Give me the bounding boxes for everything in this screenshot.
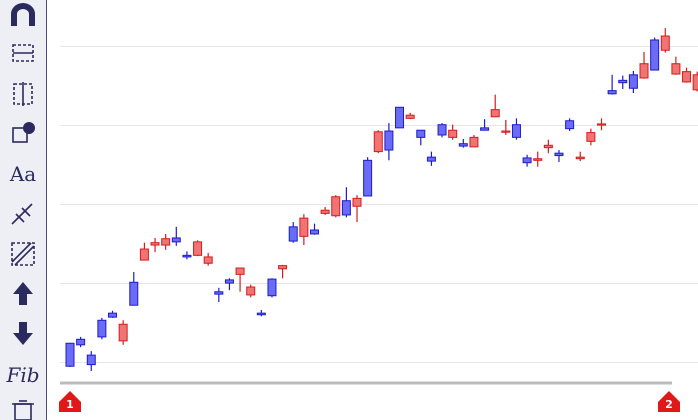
candle-body xyxy=(448,129,458,138)
arrow-down-tool[interactable] xyxy=(13,322,33,345)
candle-body xyxy=(352,197,362,207)
delete-tool[interactable] xyxy=(12,400,34,420)
candle-body xyxy=(320,209,330,214)
candle-body xyxy=(182,254,192,258)
channel-tool[interactable] xyxy=(11,242,35,266)
candle-body xyxy=(416,129,426,138)
candle-body xyxy=(480,127,490,131)
candle-body xyxy=(331,196,341,217)
candle-body xyxy=(437,124,447,136)
candle-body xyxy=(639,63,649,79)
candle-body xyxy=(575,156,585,160)
candle-body xyxy=(373,131,383,153)
candle-body xyxy=(618,79,628,84)
candle-body xyxy=(150,242,160,246)
candle-body xyxy=(384,130,394,151)
candle-body xyxy=(235,267,245,275)
candle-body xyxy=(363,159,373,197)
candle-body xyxy=(490,109,500,118)
magnet-tool[interactable] xyxy=(11,3,35,26)
horizontal-line-tool[interactable] xyxy=(12,44,34,62)
candle-body xyxy=(193,241,203,256)
candle-body xyxy=(458,143,468,147)
candle-body xyxy=(671,63,681,75)
candle-body xyxy=(660,35,670,51)
candle-body xyxy=(597,123,606,126)
range-marker-end[interactable]: 2 xyxy=(658,391,680,412)
candle-body xyxy=(139,248,149,261)
candle-body xyxy=(533,158,543,161)
candle-body xyxy=(224,279,234,284)
candle-body xyxy=(426,156,436,162)
marker-label: 2 xyxy=(665,398,673,411)
candle-body xyxy=(161,238,171,246)
candle-body xyxy=(501,130,511,133)
arrow-up-tool[interactable] xyxy=(13,282,33,305)
trend-tool[interactable] xyxy=(11,203,33,225)
candle-body xyxy=(299,217,309,237)
candle-body xyxy=(511,124,521,138)
candle-body xyxy=(628,74,638,89)
candle-body xyxy=(76,338,86,346)
marker-label: 1 xyxy=(66,398,74,411)
candle-body xyxy=(682,71,692,83)
plot xyxy=(60,28,698,371)
fib-tool[interactable]: Fib xyxy=(5,363,39,387)
candle-body xyxy=(129,281,139,306)
candle-body xyxy=(554,152,564,157)
candle-body xyxy=(586,132,596,142)
candle-body xyxy=(692,74,698,91)
candle-body xyxy=(203,256,213,264)
candle-body xyxy=(65,342,75,367)
candle-body xyxy=(256,312,266,316)
candle-body xyxy=(650,39,660,71)
candle-body xyxy=(288,226,298,242)
candle-body xyxy=(86,354,96,366)
candle-body xyxy=(118,323,128,342)
candle-body xyxy=(522,157,532,164)
candle-body xyxy=(97,319,107,338)
candle-body xyxy=(341,200,351,216)
candle-body xyxy=(278,265,288,270)
candle-body xyxy=(214,291,224,295)
candle-body xyxy=(246,286,256,296)
vertical-line-tool[interactable] xyxy=(13,82,33,106)
candle-body xyxy=(469,136,479,148)
candle-body xyxy=(543,144,553,149)
candle-body xyxy=(405,114,415,119)
candle-body xyxy=(395,106,405,129)
candle-body xyxy=(108,312,118,318)
candle-body xyxy=(309,229,319,235)
font-tool[interactable]: Aa xyxy=(9,162,36,186)
candle-body xyxy=(565,120,575,130)
candle-body xyxy=(267,278,277,297)
candle-body xyxy=(171,237,181,243)
shape-tool[interactable] xyxy=(12,122,35,143)
candle-body xyxy=(607,90,617,95)
range-marker-start[interactable]: 1 xyxy=(59,391,81,412)
